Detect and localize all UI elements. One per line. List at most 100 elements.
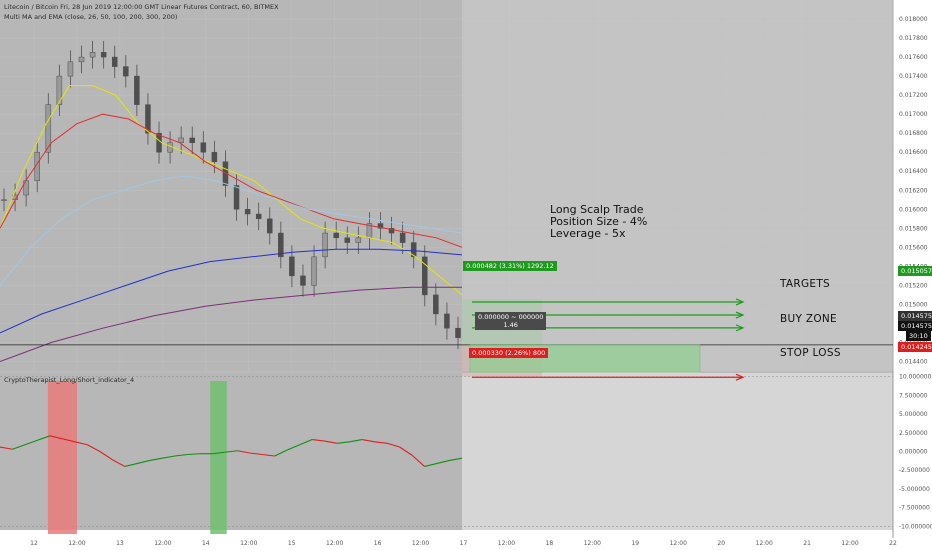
osc-segment [324,440,338,444]
time-tick-label: 16 [374,540,382,547]
candle-body [123,66,129,77]
candle-body [388,228,395,234]
current-price-tag-2: 0.014575 [898,321,932,331]
osc-tick-label: 10.000000 [899,374,932,381]
time-tick-label: 12:00 [412,540,429,547]
time-tick-label: 17 [460,540,468,547]
osc-tick-label: -10.000000 [899,523,932,530]
price-tick-label: 0.016600 [899,149,928,156]
osc-highlight-red [47,381,77,534]
ma-line-50 [0,113,463,248]
candle-body [67,61,74,77]
time-tick-label: 12:00 [841,540,858,547]
osc-highlight-green [210,381,227,534]
osc-tick-label: -2.500000 [899,467,930,474]
candle-body [355,237,362,243]
time-tick-label: 12:00 [154,540,171,547]
price-tick-label: 0.015000 [899,301,928,308]
osc-segment [49,435,63,440]
candle-body [377,223,384,229]
time-tick-label: 12:00 [498,540,515,547]
candle-body [233,185,240,210]
candle-body [278,232,284,258]
osc-segment [262,453,275,457]
osc-tick-label: -7.500000 [899,505,930,512]
osc-segment [149,457,163,462]
candle-body [178,137,184,143]
target-price-tag: 0.015057 [898,266,932,276]
candle-body [45,104,52,153]
osc-segment [62,438,76,443]
center-tag-line-1: 0.000000 ~ 000000 [478,313,544,321]
annotation-line-1: Long Scalp Trade [550,203,644,216]
osc-segment [187,453,200,456]
osc-segment [162,455,175,459]
buy-zone-label: BUY ZONE [780,313,837,325]
candle-body [222,161,229,186]
annotation-line-3: Leverage - 5x [550,227,626,240]
candle-body [100,52,107,58]
price-tick-label: 0.017600 [899,54,928,61]
osc-segment [424,462,438,467]
osc-tick-label: 0.000000 [899,449,928,456]
indicator-label: Multi MA and EMA (close, 26, 50, 100, 20… [4,13,178,21]
osc-segment [449,457,463,462]
candle-body [455,327,461,338]
time-tick-label: 21 [803,540,811,547]
time-tick-label: 22 [889,540,897,547]
targets-label: TARGETS [780,278,831,290]
price-tick-label: 0.017400 [899,73,928,80]
osc-segment [286,444,300,451]
loss-tag: 0.000330 (2.26%) 800 [469,348,549,358]
osc-segment [411,454,425,467]
price-tick-label: 0.016200 [899,187,928,194]
target-arrow-3-head [735,324,745,332]
candle-body [300,275,306,286]
osc-segment [212,451,225,455]
candle-body [244,209,251,215]
time-tick-label: 19 [631,540,639,547]
osc-segment [112,459,126,467]
stop-arrow-head [735,373,745,381]
osc-tick-label: -5.000000 [899,486,930,493]
candle-body [444,313,450,329]
osc-segment [0,446,13,450]
candle-body [422,256,428,296]
price-tick-label: 0.017000 [899,111,928,118]
candle-body [134,75,140,105]
osc-segment [74,441,88,446]
candle-body [111,56,118,67]
osc-segment [237,450,250,454]
osc-tick-label: 5.000000 [899,411,928,418]
osc-segment [12,444,26,450]
osc-tick-label: 2.500000 [899,430,928,437]
time-tick-label: 12:00 [584,540,601,547]
osc-segment [349,438,363,443]
osc-tick-label: 7.500000 [899,392,928,399]
candle-body [189,137,195,143]
stop-loss-label: STOP LOSS [780,347,841,359]
chart-title: Litecoin / Bitcoin Fri, 28 Jun 2019 12:0… [4,3,279,11]
candle-body [56,75,63,105]
candle-body [89,52,96,58]
osc-segment [312,438,325,442]
candle-body [78,56,85,63]
current-price-tag: 0.014575 [898,311,932,321]
target-arrow-1-head [735,298,745,306]
target-arrow-2-head [735,311,745,319]
candle-body [333,232,339,239]
price-tick-label: 0.018000 [899,16,928,23]
stop-price-tag: 0.014245 [898,342,932,352]
candle-body [322,232,328,258]
osc-segment [87,444,101,452]
annotation-line-2: Position Size - 4% [550,215,648,228]
time-tick-label: 12 [30,540,38,547]
time-tick-label: 12:00 [326,540,343,547]
price-tick-label: 0.014400 [899,358,928,365]
sub-indicator-label: CryptoTherapist_Long/Short_indicator_4 [4,376,135,384]
candle-body [410,242,417,258]
osc-segment [24,439,38,446]
osc-segment [37,435,51,441]
center-tag-line-2: 1.46 [503,321,518,329]
